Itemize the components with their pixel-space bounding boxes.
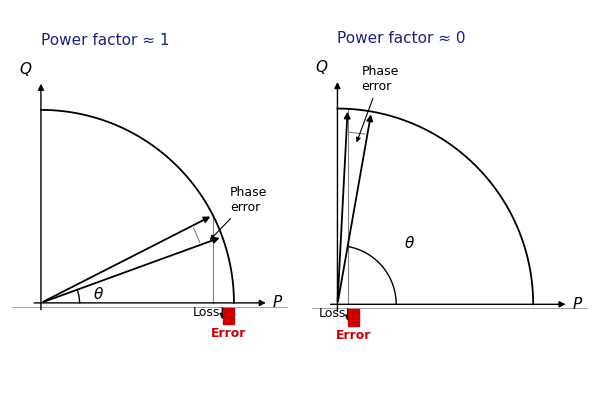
Text: Phase
error: Phase error — [356, 65, 399, 141]
Text: θ: θ — [93, 287, 103, 302]
Text: Power factor ≈ 0: Power factor ≈ 0 — [337, 31, 466, 46]
Text: P: P — [572, 297, 581, 312]
Text: Q: Q — [316, 60, 328, 75]
Text: Error: Error — [336, 329, 371, 342]
Text: θ: θ — [405, 236, 414, 251]
Text: Phase
error: Phase error — [211, 186, 268, 239]
Text: Loss: Loss — [319, 307, 346, 320]
Text: Q: Q — [20, 62, 32, 77]
Bar — [223, 308, 233, 324]
Text: P: P — [272, 295, 282, 310]
Text: Power factor ≈ 1: Power factor ≈ 1 — [41, 33, 169, 48]
Text: Error: Error — [211, 327, 246, 340]
Bar — [348, 309, 359, 326]
Text: Loss: Loss — [193, 306, 220, 319]
